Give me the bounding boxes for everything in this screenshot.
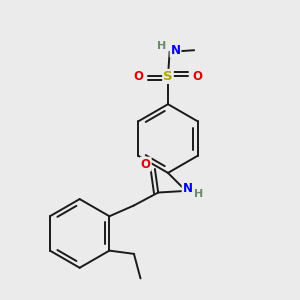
Text: N: N — [183, 182, 193, 195]
Text: H: H — [194, 189, 203, 199]
Text: N: N — [170, 44, 181, 57]
Text: O: O — [192, 70, 203, 83]
Text: O: O — [134, 70, 143, 83]
Text: H: H — [157, 41, 166, 51]
Text: O: O — [141, 158, 151, 171]
Text: S: S — [163, 70, 173, 83]
